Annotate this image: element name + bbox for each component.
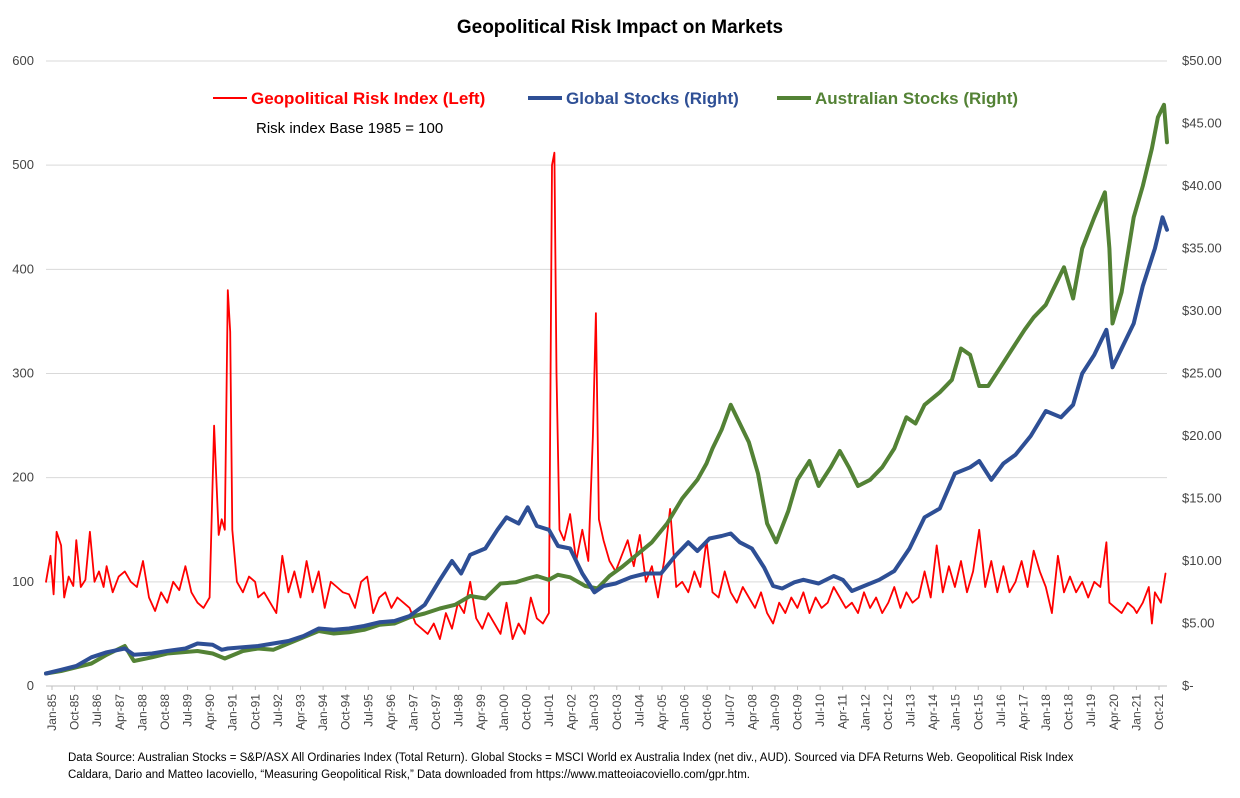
x-tick-label: Jan-06 [678, 694, 692, 731]
left-tick-label: 0 [27, 678, 34, 693]
x-tick-label: Jul-13 [903, 694, 917, 727]
right-tick-label: $50.00 [1182, 53, 1222, 68]
x-tick-label: Jul-95 [361, 694, 375, 727]
x-tick-label: Apr-90 [203, 694, 217, 730]
x-tick-label: Jan-85 [45, 694, 59, 731]
x-tick-label: Apr-17 [1016, 694, 1030, 730]
series-line-geopolitical-risk [45, 151, 1167, 640]
legend-item-australian: Australian Stocks (Right) [777, 89, 1018, 108]
x-tick-label: Apr-08 [745, 694, 759, 730]
x-tick-label: Jan-03 [587, 694, 601, 731]
x-tick-label: Apr-20 [1107, 694, 1121, 730]
x-tick-label: Jul-04 [632, 694, 646, 727]
x-tick-label: Jan-91 [226, 694, 240, 731]
x-tick-label: Jan-21 [1129, 694, 1143, 731]
series-lines [44, 102, 1169, 676]
x-tick-label: Apr-96 [384, 694, 398, 730]
x-tick-label: Apr-87 [113, 694, 127, 730]
x-tick-label: Apr-99 [474, 694, 488, 730]
left-tick-label: 200 [12, 470, 34, 485]
legend-label-australian: Australian Stocks (Right) [815, 89, 1018, 108]
x-tick-label: Oct-94 [339, 694, 353, 730]
x-tick-label: Apr-02 [565, 694, 579, 730]
x-tick-label: Jan-12 [858, 694, 872, 731]
x-tick-label: Apr-05 [655, 694, 669, 730]
x-tick-label: Jan-18 [1039, 694, 1053, 731]
x-tick-label: Jul-19 [1084, 694, 1098, 727]
x-tick-label: Jul-89 [181, 694, 195, 727]
right-tick-label: $25.00 [1182, 366, 1222, 381]
x-tick-label: Apr-11 [836, 694, 850, 729]
footer: Data Source: Australian Stocks = S&P/ASX… [68, 750, 1188, 784]
x-tick-label: Oct-09 [791, 694, 805, 730]
chart: Geopolitical Risk Impact on Markets 0 100… [12, 17, 1222, 731]
x-axis: Jan-85 Oct-85 Jul-86 Apr-87 Jan-88 Oct-88 Jul-… [45, 686, 1166, 731]
x-tick-label: Jan-94 [316, 694, 330, 731]
left-tick-label: 300 [12, 366, 34, 381]
chart-title: Geopolitical Risk Impact on Markets [457, 17, 783, 38]
right-tick-label: $5.00 [1182, 616, 1215, 631]
x-tick-label: Jan-09 [768, 694, 782, 731]
x-tick-label: Jul-92 [271, 694, 285, 727]
left-tick-label: 600 [12, 53, 34, 68]
right-axis: $- $5.00 $10.00 $15.00 $20.00 $25.00 $30.00 $35… [1182, 53, 1222, 693]
right-tick-label: $15.00 [1182, 491, 1222, 506]
x-tick-label: Jul-01 [542, 694, 556, 727]
x-tick-label: Jan-00 [497, 694, 511, 731]
gridlines [46, 60, 1167, 687]
x-tick-label: Jan-97 [406, 694, 420, 731]
x-tick-label: Jan-15 [949, 694, 963, 731]
legend-item-risk: Geopolitical Risk Index (Left) [213, 89, 485, 108]
left-tick-label: 400 [12, 261, 34, 276]
x-tick-label: Oct-06 [700, 694, 714, 730]
right-tick-label: $20.00 [1182, 428, 1222, 443]
x-tick-label: Oct-18 [1062, 694, 1076, 730]
legend-label-global: Global Stocks (Right) [566, 89, 739, 108]
x-tick-label: Jan-88 [135, 694, 149, 731]
x-tick-label: Oct-85 [68, 694, 82, 730]
x-tick-label: Jul-16 [994, 694, 1008, 727]
right-tick-label: $- [1182, 678, 1194, 693]
x-tick-label: Oct-03 [610, 694, 624, 730]
left-tick-label: 100 [12, 574, 34, 589]
x-tick-label: Oct-12 [881, 694, 895, 730]
x-tick-label: Apr-93 [294, 694, 308, 730]
footer-line-1: Data Source: Australian Stocks = S&P/ASX… [68, 752, 1074, 764]
legend-item-global: Global Stocks (Right) [528, 89, 739, 108]
footer-line-2: Caldara, Dario and Matteo Iacoviello, “M… [68, 769, 751, 781]
x-tick-label: Oct-21 [1152, 694, 1166, 730]
right-tick-label: $45.00 [1182, 116, 1222, 131]
x-tick-label: Jul-98 [452, 694, 466, 727]
risk-index-note: Risk index Base 1985 = 100 [256, 120, 443, 137]
x-tick-label: Jul-07 [723, 694, 737, 727]
x-tick-label: Jul-86 [90, 694, 104, 727]
legend: Geopolitical Risk Index (Left) Global St… [213, 89, 1018, 108]
x-tick-label: Apr-14 [926, 694, 940, 730]
x-tick-label: Oct-91 [248, 694, 262, 730]
x-tick-label: Oct-15 [971, 694, 985, 730]
left-axis: 0 100 200 300 400 500 600 [12, 53, 34, 693]
legend-label-risk: Geopolitical Risk Index (Left) [251, 89, 485, 108]
x-tick-label: Oct-97 [429, 694, 443, 730]
x-tick-label: Oct-88 [158, 694, 172, 730]
right-tick-label: $40.00 [1182, 178, 1222, 193]
right-tick-label: $30.00 [1182, 303, 1222, 318]
right-tick-label: $10.00 [1182, 553, 1222, 568]
left-tick-label: 500 [12, 157, 34, 172]
right-tick-label: $35.00 [1182, 241, 1222, 256]
series-line-australian-stocks [44, 102, 1169, 676]
x-tick-label: Oct-00 [519, 694, 533, 730]
series-line-global-stocks [44, 215, 1169, 676]
x-tick-label: Jul-10 [813, 694, 827, 727]
